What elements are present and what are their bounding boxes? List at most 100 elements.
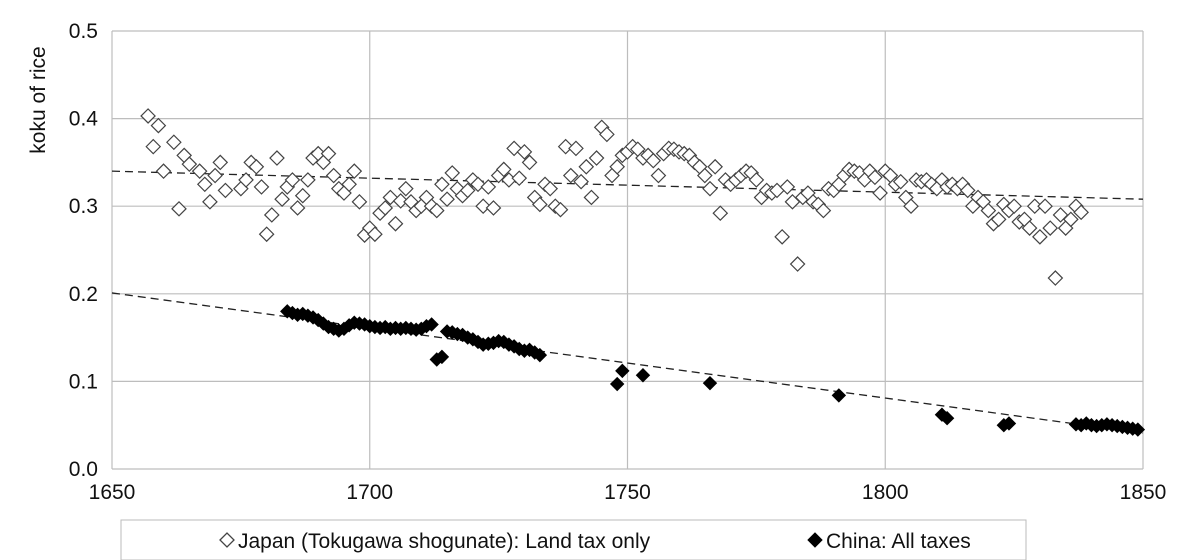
japan-point xyxy=(1073,204,1089,221)
japan-point xyxy=(341,176,357,193)
japan-point xyxy=(1037,198,1053,215)
japan-point xyxy=(294,187,311,204)
japan-point xyxy=(696,167,713,184)
japan-point xyxy=(1021,220,1038,236)
china-point xyxy=(1130,422,1146,437)
japan-point xyxy=(480,179,497,195)
japan-point xyxy=(253,179,270,195)
china-point xyxy=(532,347,548,363)
china-point xyxy=(831,388,847,403)
japan-point xyxy=(1006,198,1022,215)
japan-point xyxy=(1047,270,1064,286)
japan-point xyxy=(207,167,223,184)
legend-label-japan: Japan (Tokugawa shogunate): Land tax onl… xyxy=(238,530,651,553)
japan-point xyxy=(599,126,615,143)
japan-point xyxy=(552,201,569,218)
japan-point xyxy=(578,158,595,175)
japan-point xyxy=(202,193,218,210)
china-point xyxy=(1001,416,1017,431)
japan-point xyxy=(748,172,765,188)
japan-point xyxy=(434,176,450,193)
japan-point xyxy=(269,150,285,166)
japan-point xyxy=(166,134,182,151)
japan-point xyxy=(532,196,548,213)
japan-point xyxy=(428,202,445,219)
y-tick-label: 0.5 xyxy=(69,20,98,43)
japan-point xyxy=(588,150,605,166)
japan-point xyxy=(325,167,342,184)
series-china-points xyxy=(280,304,1146,437)
series-japan-points xyxy=(140,108,1089,286)
japan-point xyxy=(568,140,584,157)
y-tick-label: 0.4 xyxy=(69,108,99,131)
china-point xyxy=(635,368,651,383)
japan-point xyxy=(1016,211,1033,228)
japan-point xyxy=(892,173,909,190)
japan-point xyxy=(351,193,368,210)
japan-point xyxy=(196,176,213,193)
china-point xyxy=(609,376,625,392)
japan-point xyxy=(1062,211,1079,228)
japan-point xyxy=(609,158,626,175)
japan-point xyxy=(573,173,589,190)
trendline-china xyxy=(111,292,1144,434)
japan-point xyxy=(495,161,512,178)
japan-point xyxy=(485,200,502,216)
japan-point xyxy=(1042,220,1059,236)
japan-point xyxy=(191,163,208,180)
japan-point xyxy=(774,229,790,245)
japan-point xyxy=(867,169,883,186)
japan-point xyxy=(320,145,337,162)
tick-labels: 0.0 0.1 0.2 0.3 0.4 0.5 1650 1700 1750 1800 1850 xyxy=(69,20,1167,504)
japan-point xyxy=(1032,229,1048,245)
japan-point xyxy=(212,154,229,171)
japan-point xyxy=(274,191,290,208)
japan-point xyxy=(990,211,1007,228)
japan-point xyxy=(300,172,316,188)
x-tick-label: 1750 xyxy=(604,481,651,504)
china-point xyxy=(434,349,450,365)
japan-point xyxy=(562,167,579,184)
japan-point xyxy=(171,200,187,217)
legend-marker-china xyxy=(807,532,823,548)
japan-point xyxy=(903,198,919,215)
x-tick-label: 1800 xyxy=(862,481,909,504)
legend-marker-japan xyxy=(219,532,235,548)
china-point xyxy=(939,410,955,426)
x-tick-label: 1850 xyxy=(1120,481,1167,504)
japan-point xyxy=(980,202,997,219)
x-tick-label: 1650 xyxy=(89,481,136,504)
japan-point xyxy=(444,165,461,181)
japan-point xyxy=(284,172,301,188)
japan-point xyxy=(181,156,198,173)
y-axis-title: koku of rice xyxy=(27,46,50,153)
japan-point xyxy=(217,182,234,199)
japan-point xyxy=(583,189,600,206)
japan-point xyxy=(779,179,796,195)
japan-point xyxy=(459,182,476,199)
japan-point xyxy=(140,108,156,124)
y-tick-label: 0.0 xyxy=(69,458,98,481)
legend-box xyxy=(120,519,1027,560)
japan-point xyxy=(959,182,976,199)
japan-point xyxy=(516,144,533,160)
japan-point xyxy=(367,226,383,243)
japan-point xyxy=(815,202,832,219)
legend: Japan (Tokugawa shogunate): Land tax onl… xyxy=(120,519,1027,560)
japan-point xyxy=(238,172,254,188)
y-tick-label: 0.2 xyxy=(69,283,98,306)
japan-point xyxy=(511,170,528,187)
japan-point xyxy=(258,226,275,243)
japan-point xyxy=(397,180,414,197)
gridlines xyxy=(111,30,1144,470)
japan-point xyxy=(712,205,729,222)
legend-label-china: China: All taxes xyxy=(826,530,971,553)
x-tick-label: 1700 xyxy=(346,481,393,504)
japan-point xyxy=(1057,220,1074,236)
japan-point xyxy=(650,167,667,184)
japan-point xyxy=(346,163,363,180)
japan-point xyxy=(145,138,162,155)
japan-point xyxy=(707,158,723,175)
china-point xyxy=(702,375,718,391)
